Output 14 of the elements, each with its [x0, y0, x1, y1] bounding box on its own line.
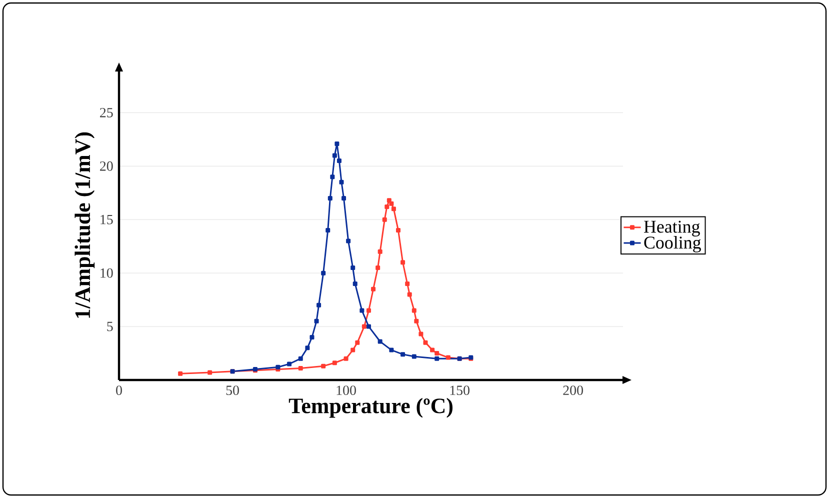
y-tick-label: 20	[100, 161, 113, 171]
x-tick-label: 200	[563, 386, 583, 396]
x-axis-title: Temperature (ºC)	[288, 398, 452, 418]
legend-label: Cooling	[644, 236, 701, 252]
y-tick-label: 5	[107, 322, 113, 332]
x-tick-label: 0	[116, 386, 122, 396]
y-tick-label: 15	[100, 214, 113, 224]
x-tick-label: 50	[226, 386, 239, 396]
legend-label: Heating	[644, 220, 700, 236]
y-tick-label: 10	[100, 268, 113, 278]
x-tick-label: 100	[336, 386, 356, 396]
x-tick-label: 150	[450, 386, 470, 396]
y-tick-label: 25	[100, 108, 113, 118]
y-axis-title: 1/Amplitude (1/mV)	[74, 132, 95, 318]
